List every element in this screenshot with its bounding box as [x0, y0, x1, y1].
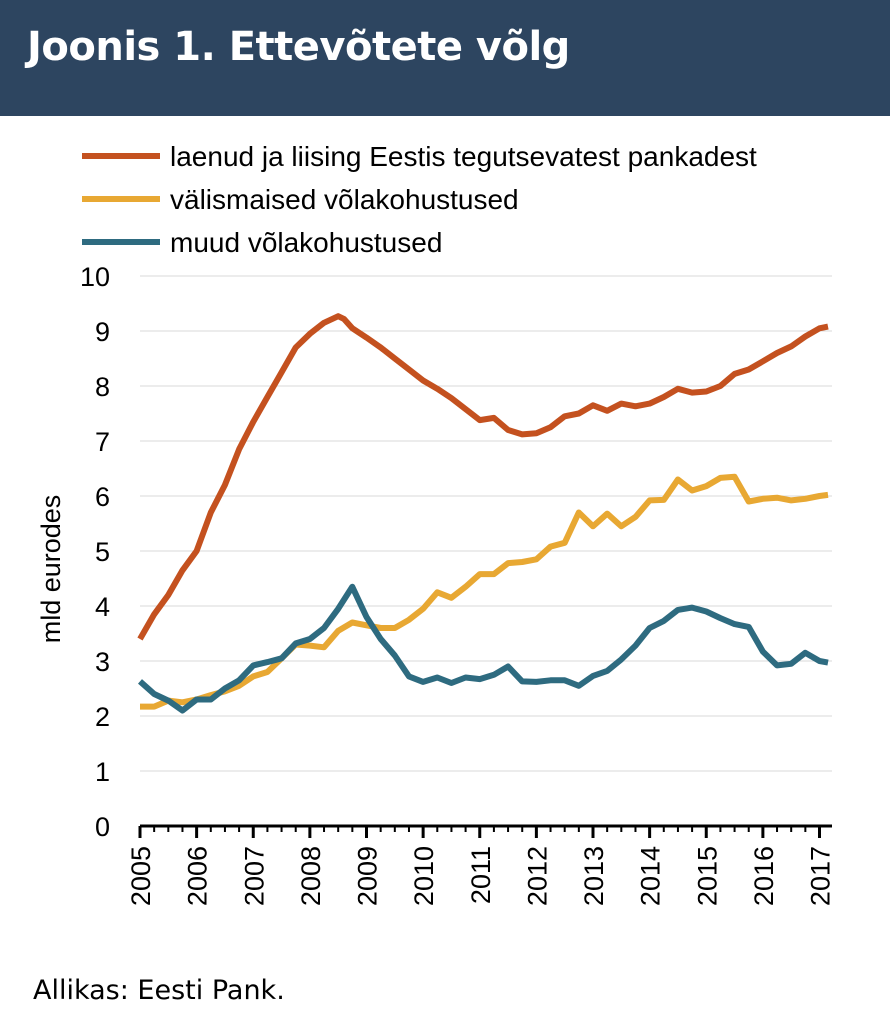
y-tick-label: 5 [95, 537, 110, 567]
y-axis: 0 1 2 3 4 5 6 7 8 9 10 [80, 262, 110, 842]
x-tick-label: 2009 [353, 846, 383, 906]
y-tick-label: 2 [95, 702, 110, 732]
x-tick-label: 2010 [409, 846, 439, 906]
x-tick-label: 2007 [239, 846, 269, 906]
x-tick-label: 2014 [636, 846, 666, 906]
legend: laenud ja liising Eestis tegutsevatest p… [82, 141, 757, 258]
legend-label-2: välismaised võlakohustused [170, 184, 519, 215]
legend-label-3: muud võlakohustused [170, 227, 442, 258]
y-tick-label: 9 [95, 317, 110, 347]
y-tick-label: 1 [95, 757, 110, 787]
x-tick-label: 2013 [579, 846, 609, 906]
y-tick-label: 3 [95, 647, 110, 677]
source-note: Allikas: Eesti Pank. [33, 975, 285, 1006]
x-tick-label: 2005 [126, 846, 156, 906]
series-line-3 [138, 583, 829, 714]
x-axis: 2005 2006 2007 2008 2009 2010 2011 2012 2013 2014… [126, 824, 836, 906]
series-line-2 [140, 473, 829, 710]
x-tick-label: 2012 [522, 846, 552, 906]
y-tick-label: 4 [95, 592, 110, 622]
x-tick-label: 2011 [466, 846, 496, 904]
x-tick-label: 2008 [296, 846, 326, 906]
y-tick-label: 8 [95, 372, 110, 402]
gridlines [140, 275, 832, 772]
legend-label-1: laenud ja liising Eestis tegutsevatest p… [170, 141, 757, 172]
y-tick-label: 10 [80, 262, 110, 292]
title-banner: Joonis 1. Ettevõtete võlg [0, 0, 890, 116]
series-line-1 [137, 313, 829, 641]
x-tick-label: 2006 [183, 846, 213, 906]
x-tick-label: 2015 [692, 846, 722, 906]
x-tick-label: 2016 [749, 846, 779, 906]
y-tick-label: 7 [95, 427, 110, 457]
line-chart: laenud ja liising Eestis tegutsevatest p… [36, 141, 836, 906]
y-axis-label: mld eurodes [36, 495, 66, 644]
y-tick-label: 0 [95, 812, 110, 842]
x-tick-label: 2017 [806, 846, 836, 906]
chart-title: Joonis 1. Ettevõtete võlg [27, 24, 570, 70]
series-lines [137, 313, 829, 714]
y-tick-label: 6 [95, 482, 110, 512]
